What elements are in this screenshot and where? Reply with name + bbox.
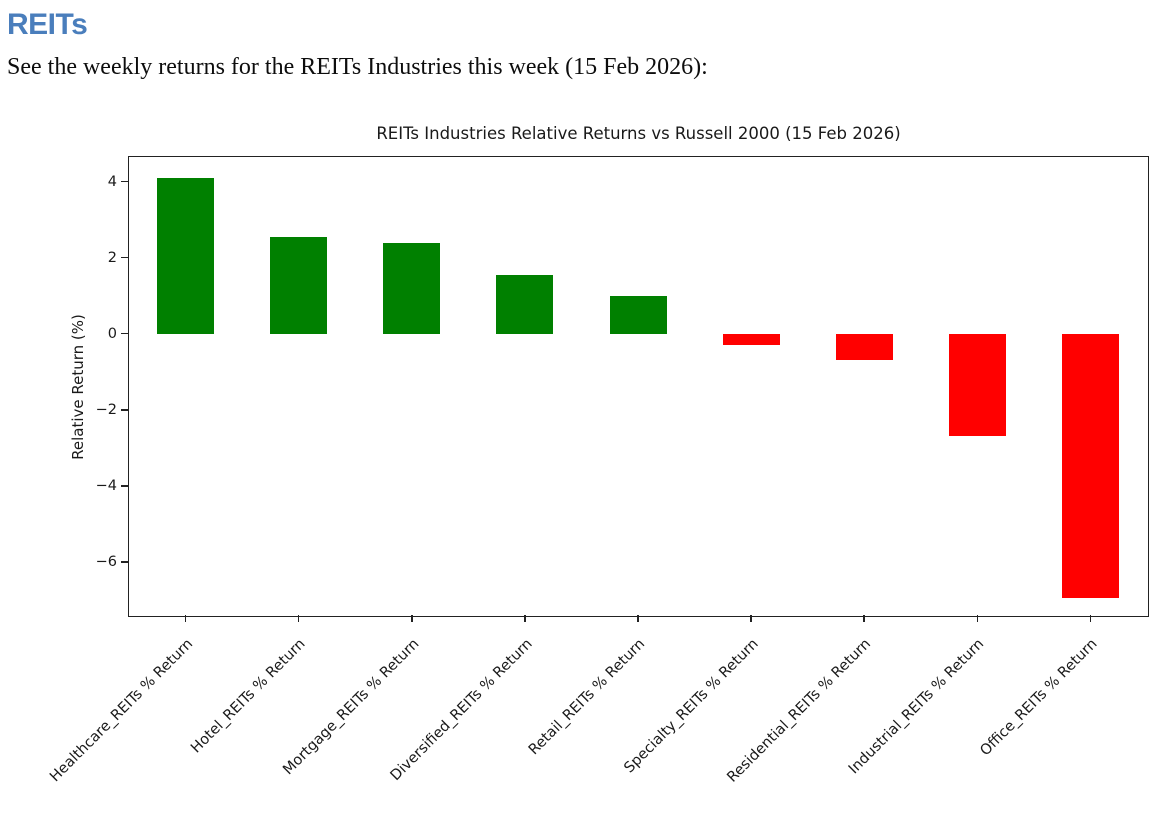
x-tick-mark [524,615,526,622]
y-tick-label: 2 [107,249,117,266]
x-tick-label: Retail_REITs % Return [526,636,649,759]
chart-bar [270,236,328,334]
y-tick-label: 4 [107,173,117,190]
x-tick-mark [1089,615,1092,622]
x-tick-mark [297,615,300,622]
y-tick-mark [120,332,128,335]
plot-area: 4 2 0 −2 −4 −6 Healthcare_REITs % Return Hotel_… [47,156,1149,786]
y-axis-label: Relative Return (%) [69,314,87,460]
x-tick-mark [976,615,979,622]
intro-text: See the weekly returns for the REITs Ind… [7,54,708,80]
y-tick-label: 0 [107,325,117,342]
x-tick-label: Industrial_REITs % Return [846,636,988,778]
y-tick-mark [120,256,128,259]
x-tick-label: Specialty_REITs % Return [621,636,762,777]
y-tick-mark [120,561,128,563]
chart-bar [496,274,554,334]
chart-bar [948,333,1006,437]
chart-bar [609,295,667,334]
page-title: REITs [7,8,88,41]
y-tick-mark [120,409,128,411]
chart-bar [157,177,215,334]
y-tick-mark [120,180,128,183]
x-tick-mark [637,615,639,622]
y-tick-label: −2 [95,401,117,418]
y-tick-mark [120,485,128,487]
chart-title: REITs Industries Relative Returns vs Rus… [376,124,901,143]
chart-bar [383,242,441,334]
x-tick-label: Healthcare_REITs % Return [46,636,196,786]
x-tick-mark [411,615,413,622]
x-tick-mark [184,615,187,622]
y-tick-label: −6 [95,553,117,570]
x-tick-mark [750,615,752,622]
x-tick-label: Hotel_REITs % Return [188,636,309,757]
chart-bar [1061,333,1119,598]
x-tick-mark [863,615,865,622]
chart-bar [722,333,780,346]
x-tick-label: Office_REITs % Return [977,636,1101,760]
chart-bar [835,333,893,361]
y-tick-label: −4 [95,477,117,494]
x-tick-label: Mortgage_REITs % Return [279,636,423,779]
